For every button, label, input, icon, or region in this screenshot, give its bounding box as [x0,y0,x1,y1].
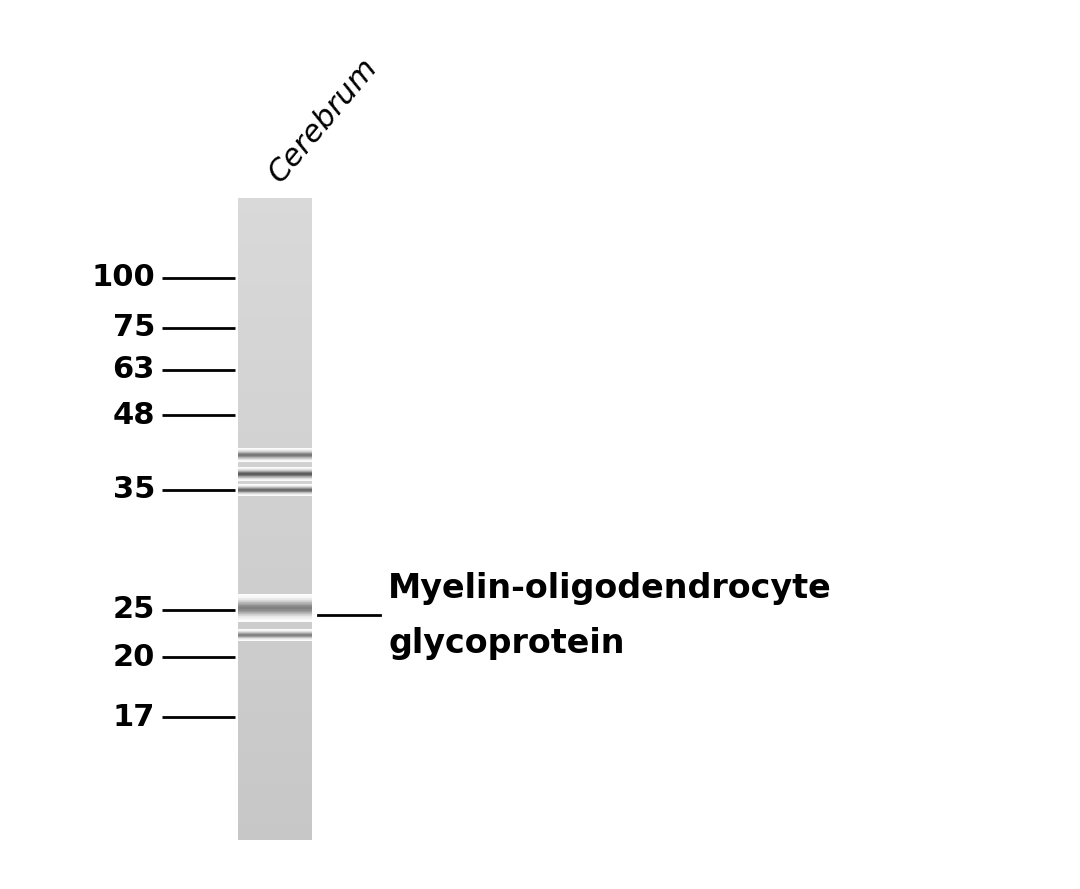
Bar [238,198,312,840]
Bar [238,270,312,278]
Text: 25: 25 [112,596,156,624]
Bar [238,238,312,246]
Bar [238,374,312,382]
Bar [238,278,312,286]
Bar [238,463,312,471]
Bar [238,527,312,535]
Bar [238,398,312,406]
Text: 100: 100 [91,263,156,292]
Text: 17: 17 [112,702,156,732]
Bar [238,519,312,527]
Bar [238,414,312,422]
Bar [238,286,312,294]
Bar [238,503,312,511]
Bar [238,776,312,784]
Bar [238,214,312,222]
Bar [238,583,312,591]
Bar [238,599,312,607]
Bar [238,487,312,495]
Bar [238,431,312,439]
Bar [238,455,312,463]
Bar [238,543,312,551]
Bar [238,406,312,414]
Bar [238,607,312,615]
Bar [238,671,312,679]
Bar [238,310,312,318]
Bar [238,334,312,342]
Bar [238,447,312,455]
Bar [238,382,312,390]
Bar [238,752,312,760]
Bar [238,302,312,310]
Bar [238,719,312,728]
Bar [238,655,312,663]
Bar [238,679,312,687]
Bar [238,744,312,752]
Bar [238,760,312,768]
Bar [238,342,312,350]
Bar [238,390,312,398]
Bar [238,623,312,631]
Bar [238,495,312,503]
Bar [238,262,312,270]
Bar [238,326,312,334]
Bar [238,222,312,230]
Bar [238,366,312,374]
Bar [238,615,312,623]
Bar [238,230,312,238]
Bar [238,784,312,792]
Bar [238,728,312,736]
Bar [238,479,312,487]
Bar [238,792,312,800]
Bar [238,318,312,326]
Bar [238,567,312,575]
Bar [238,511,312,519]
Bar [238,703,312,711]
Bar [238,736,312,744]
Bar [238,246,312,254]
Bar [238,800,312,808]
Bar [238,768,312,776]
Bar [238,687,312,695]
Text: 63: 63 [112,356,156,385]
Bar [238,591,312,599]
Bar [238,575,312,583]
Bar [238,294,312,302]
Text: glycoprotein: glycoprotein [388,627,624,660]
Bar [238,535,312,543]
Text: 35: 35 [112,476,156,504]
Text: 48: 48 [112,401,156,429]
Text: Cerebrum: Cerebrum [262,52,383,188]
Text: 20: 20 [112,643,156,671]
Bar [238,471,312,479]
Text: Myelin-oligodendrocyte: Myelin-oligodendrocyte [388,572,832,605]
Bar [238,551,312,559]
Bar [238,808,312,816]
Bar [238,647,312,655]
Bar [238,358,312,366]
Bar [238,198,312,206]
Bar [238,824,312,832]
Bar [238,663,312,671]
Bar [238,711,312,719]
Bar [238,254,312,262]
Bar [238,559,312,567]
Bar [238,631,312,639]
Bar [238,439,312,447]
Bar [238,695,312,703]
Bar [238,350,312,358]
Bar [238,832,312,840]
Bar [238,422,312,431]
Bar [238,639,312,647]
Bar [238,816,312,824]
Text: 75: 75 [112,314,156,342]
Bar [238,206,312,214]
